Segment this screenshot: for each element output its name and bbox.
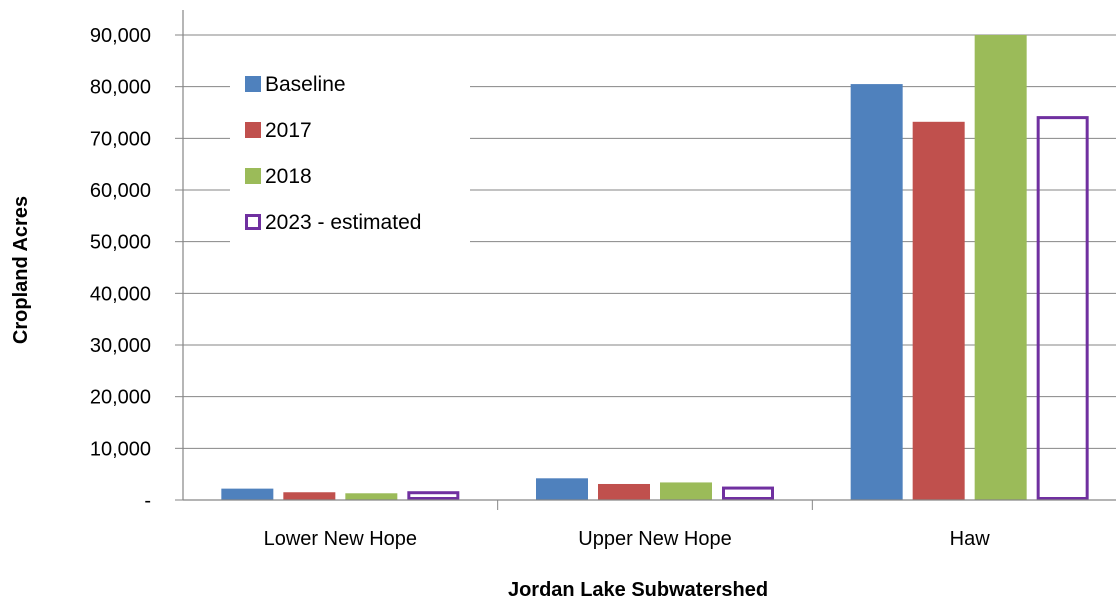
bar-baseline — [850, 84, 903, 500]
bar-2018 — [974, 35, 1027, 500]
legend: Baseline 2017 2018 2023 - estimated — [230, 58, 470, 248]
bar-2018 — [345, 493, 398, 500]
x-axis-title: Jordan Lake Subwatershed — [508, 579, 768, 601]
bar-2023-estimated — [1036, 116, 1089, 500]
y-tick-label: 10,000 — [90, 438, 151, 460]
y-axis-title: Cropland Acres — [10, 196, 32, 344]
x-tick-label: Haw — [950, 528, 991, 550]
x-tick-label: Upper New Hope — [578, 528, 731, 550]
legend-label: 2023 - estimated — [265, 211, 421, 234]
y-tick-label: 80,000 — [90, 77, 151, 99]
bar-2018 — [660, 482, 712, 500]
legend-swatch — [245, 168, 261, 184]
x-tick-label: Lower New Hope — [264, 528, 417, 550]
y-tick-labels: - 10,000 20,000 30,000 40,000 50,000 60,000 70,… — [90, 25, 151, 512]
x-tick-labels: Lower New Hope Upper New Hope Haw — [264, 528, 991, 550]
bar-baseline — [536, 478, 588, 500]
bar-2023-estimated — [407, 491, 460, 501]
y-tick-label: 70,000 — [90, 128, 151, 150]
y-tick-label: 40,000 — [90, 283, 151, 305]
legend-label: 2017 — [265, 119, 312, 142]
bar-2023-estimated — [722, 486, 774, 501]
legend-background — [230, 58, 470, 248]
legend-swatch — [245, 76, 261, 92]
bar-2017 — [598, 483, 650, 500]
axes — [175, 10, 1116, 510]
bar-2017 — [912, 121, 965, 501]
legend-swatch — [245, 122, 261, 138]
legend-label: Baseline — [265, 73, 346, 96]
y-tick-label: 20,000 — [90, 387, 151, 409]
y-tick-label: 90,000 — [90, 25, 151, 47]
legend-label: 2018 — [265, 165, 312, 188]
y-tick-label: - — [144, 490, 151, 512]
bars — [221, 35, 1089, 501]
legend-swatch — [245, 214, 261, 230]
y-tick-label: 60,000 — [90, 180, 151, 202]
y-tick-label: 30,000 — [90, 335, 151, 357]
bar-2017 — [283, 492, 336, 500]
y-tick-label: 50,000 — [90, 232, 151, 254]
bar-baseline — [221, 488, 274, 500]
